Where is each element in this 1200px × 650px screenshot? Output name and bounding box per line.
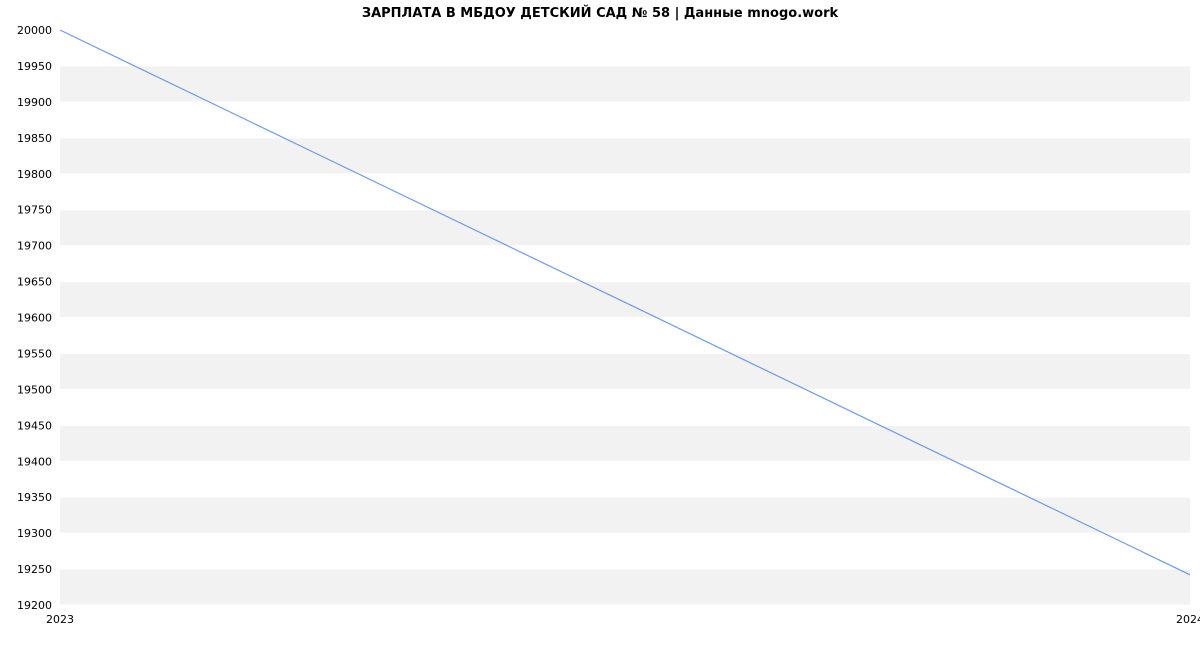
x-tick-label: 2023 (46, 613, 74, 626)
y-tick-label: 19950 (17, 60, 52, 73)
chart-title: ЗАРПЛАТА В МБДОУ ДЕТСКИЙ САД № 58 | Данн… (0, 6, 1200, 21)
y-tick-label: 19900 (17, 96, 52, 109)
y-tick-label: 19700 (17, 240, 52, 253)
chart-canvas: 19200 19250 19300 19350 19400 19450 19500 19550… (0, 0, 1200, 650)
y-tick-label: 19350 (17, 491, 52, 504)
y-tick-label: 19300 (17, 527, 52, 540)
y-tick-label: 19400 (17, 455, 52, 468)
y-tick-label: 19250 (17, 563, 52, 576)
y-tick-label: 19600 (17, 312, 52, 325)
y-tick-label: 19750 (17, 204, 52, 217)
y-tick-label: 19450 (17, 419, 52, 432)
salary-chart: ЗАРПЛАТА В МБДОУ ДЕТСКИЙ САД № 58 | Данн… (0, 0, 1200, 650)
y-tick-label: 19500 (17, 383, 52, 396)
y-tick-label: 20000 (17, 24, 52, 37)
y-tick-label: 19650 (17, 276, 52, 289)
y-tick-label: 19200 (17, 599, 52, 612)
y-tick-label: 19800 (17, 168, 52, 181)
y-tick-label: 19850 (17, 132, 52, 145)
y-tick-label: 19550 (17, 347, 52, 360)
x-tick-label: 2024 (1176, 613, 1200, 626)
